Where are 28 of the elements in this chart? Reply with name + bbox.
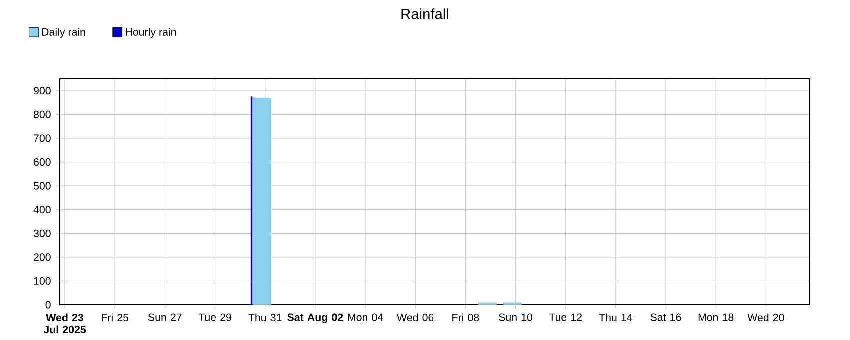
y-tick-label: 700 bbox=[34, 134, 51, 142]
x-tick-label: Thu 14 bbox=[599, 314, 633, 322]
y-tick-label: 0 bbox=[46, 301, 51, 309]
x-tick-label: Tue 29 bbox=[198, 314, 232, 322]
y-tick-label: 100 bbox=[34, 277, 51, 285]
x-tick-label: Sat 16 bbox=[650, 314, 682, 322]
x-tick-label: Wed 06 bbox=[397, 314, 434, 322]
x-tick-label: Fri 08 bbox=[452, 314, 480, 322]
y-tick-label: 900 bbox=[34, 87, 51, 95]
y-tick-label: 500 bbox=[34, 182, 51, 190]
x-tick-label: Mon 04 bbox=[348, 314, 384, 322]
y-tick-label: 800 bbox=[34, 110, 51, 118]
legend-label: Hourly rain bbox=[126, 28, 176, 38]
x-tick-label: Tue 12 bbox=[549, 314, 582, 322]
x-tick-label: Wed 23 Jul 2025 bbox=[44, 314, 86, 334]
x-tick-label: Wed 20 bbox=[748, 314, 784, 322]
x-tick-label: Thu 31 bbox=[248, 314, 282, 322]
x-tick-label: Mon 18 bbox=[698, 314, 734, 322]
y-tick-label: 200 bbox=[34, 254, 51, 262]
y-tick-label: 400 bbox=[34, 206, 51, 214]
y-tick-label: 300 bbox=[34, 230, 51, 238]
chart-title: Rainfall bbox=[402, 8, 448, 20]
x-tick-label: Fri 25 bbox=[102, 314, 129, 322]
y-tick-label: 600 bbox=[34, 158, 51, 166]
x-tick-label: Sun 10 bbox=[499, 314, 533, 322]
legend-label: Daily rain bbox=[42, 28, 86, 38]
x-tick-label: Sat Aug 02 bbox=[288, 314, 344, 324]
x-tick-label: Sun 27 bbox=[148, 314, 182, 322]
